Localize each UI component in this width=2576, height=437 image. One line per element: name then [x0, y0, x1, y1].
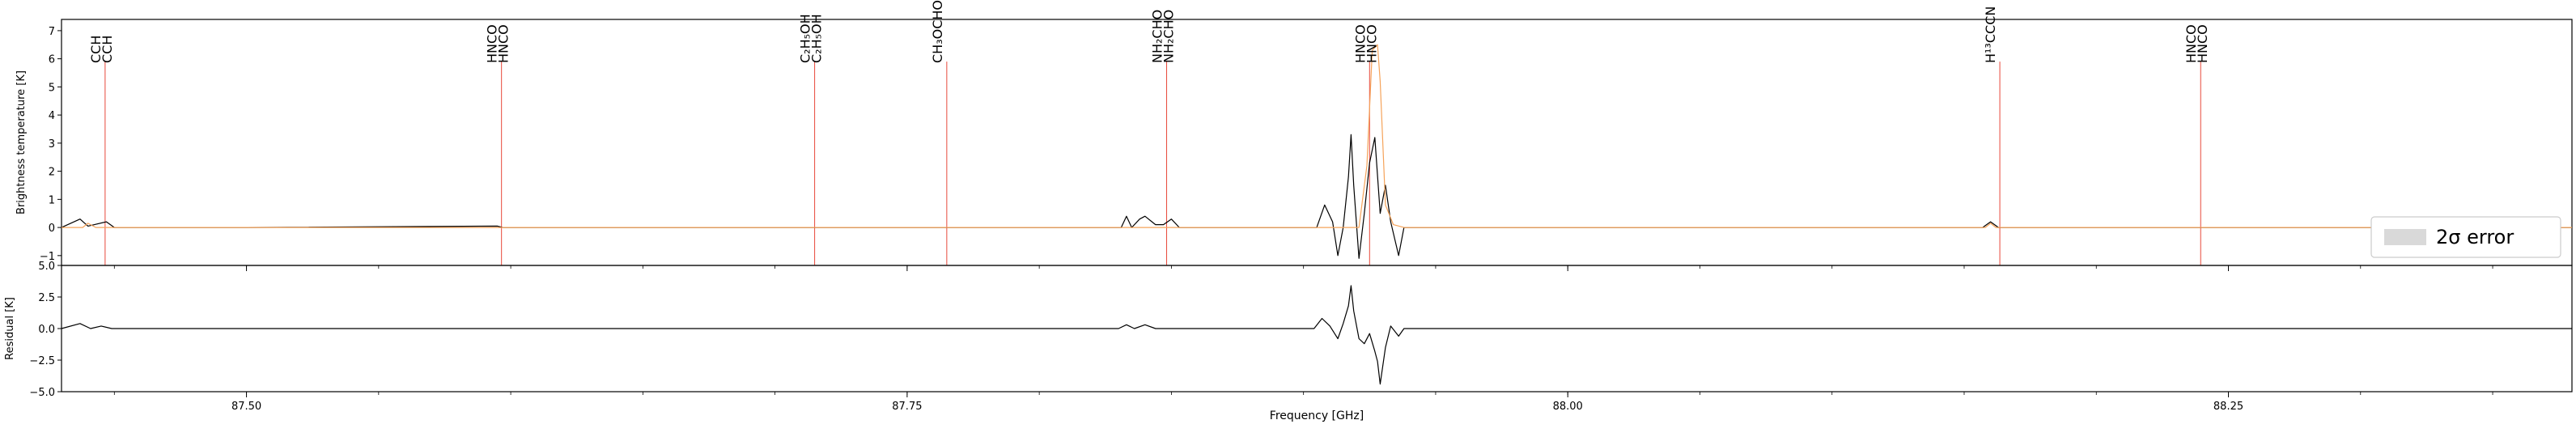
y-tick-label: 3: [49, 138, 55, 151]
line-label: CH₃OCHO: [930, 0, 945, 63]
x-tick-label: 87.50: [231, 401, 261, 413]
y-tick-label: 1: [49, 194, 55, 206]
y-tick-label: −1: [40, 251, 55, 263]
y-tick-label: 6: [49, 54, 55, 66]
line-label: NH₂CHO: [1161, 10, 1177, 63]
y-tick-label: 2.5: [38, 292, 55, 304]
spectrum-y-axis: 7 6 5 4 3 2 1 0 −1: [40, 26, 62, 263]
legend-box: [2370, 216, 2561, 258]
legend-entry: 2σ error: [2436, 226, 2514, 248]
line-label: HNCO: [2195, 24, 2210, 63]
line-label: C₂H₅OH: [809, 14, 825, 63]
spectrum-series: [61, 44, 2572, 259]
x-axis-label: Frequency [GHz]: [1270, 409, 1364, 422]
x-axis: 87.50 87.75 88.00 88.25: [113, 392, 2493, 413]
y-tick-label: 5: [49, 82, 55, 94]
line-markers: [104, 62, 2201, 265]
y-tick-label: −2.5: [29, 355, 55, 367]
y-tick-label: 0.0: [38, 324, 55, 336]
residual-series: [61, 285, 2572, 385]
line-label: CCH: [88, 36, 104, 63]
line-label: CCH: [100, 36, 115, 63]
legend-swatch-error-band: [2384, 229, 2426, 245]
line-label: C₂H₅OH: [798, 14, 813, 63]
y-tick-label: 4: [49, 110, 55, 122]
residual-y-label: Residual [K]: [4, 297, 16, 360]
legend: 2σ error: [2370, 216, 2561, 258]
line-label: HNCO: [2183, 24, 2199, 63]
spectrum-x-ticks: [113, 265, 2493, 271]
y-tick-label: 2: [49, 167, 55, 179]
x-tick-label: 88.25: [2213, 401, 2243, 413]
line-label: HNCO: [1364, 24, 1379, 63]
series-residual-line: [61, 285, 2572, 385]
line-label: HNCO: [1352, 24, 1368, 63]
residual-y-axis: 5.0 2.5 0.0 −2.5 −5.0: [29, 261, 62, 399]
line-label: HNCO: [485, 24, 500, 63]
line-label: H¹³CCCN: [1983, 6, 1998, 63]
line-label: NH₂CHO: [1150, 10, 1165, 63]
x-tick-label: 88.00: [1553, 401, 1583, 413]
spectrum-y-label: Brightness temperature [K]: [15, 70, 28, 214]
x-tick-label: 87.75: [892, 401, 922, 413]
y-tick-label: 7: [49, 26, 55, 38]
y-tick-label: 0: [49, 223, 55, 235]
y-tick-label: −5.0: [29, 387, 55, 399]
series-model-line: [62, 44, 2572, 228]
residual-panel: 5.0 2.5 0.0 −2.5 −5.0 87.50 87.75 88.00 88.25 R…: [4, 261, 2573, 413]
line-label: HNCO: [496, 24, 511, 63]
y-tick-label: 5.0: [38, 261, 55, 273]
